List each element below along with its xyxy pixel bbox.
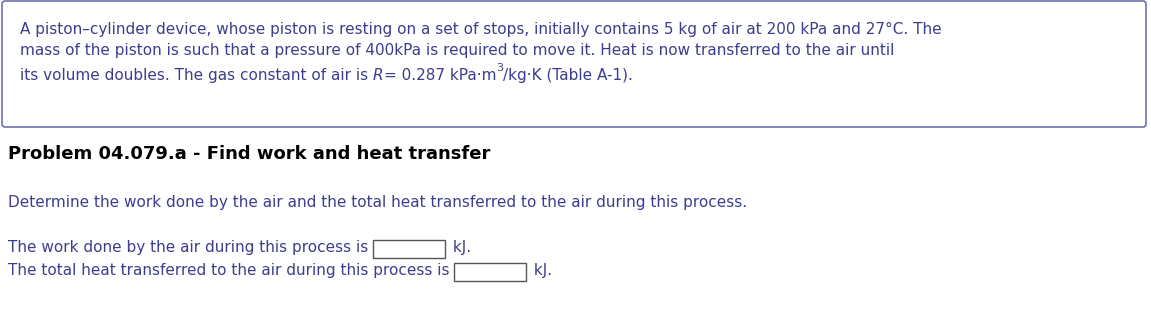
Text: 3: 3: [496, 63, 503, 73]
Bar: [455, 263, 526, 281]
Text: kJ.: kJ.: [448, 240, 471, 255]
Text: R: R: [373, 68, 383, 83]
Text: /kg·K (Table A-1).: /kg·K (Table A-1).: [503, 68, 633, 83]
Text: A piston–cylinder device, whose piston is resting on a set of stops, initially c: A piston–cylinder device, whose piston i…: [20, 22, 942, 37]
Text: The total heat transferred to the air during this process is: The total heat transferred to the air du…: [8, 263, 455, 278]
Text: kJ.: kJ.: [529, 263, 552, 278]
Text: = 0.287 kPa·m: = 0.287 kPa·m: [383, 68, 496, 83]
Bar: [373, 240, 445, 258]
FancyBboxPatch shape: [2, 1, 1146, 127]
Text: mass of the piston is such that a pressure of 400kPa is required to move it. Hea: mass of the piston is such that a pressu…: [20, 43, 894, 58]
Text: Problem 04.079.a - Find work and heat transfer: Problem 04.079.a - Find work and heat tr…: [8, 145, 490, 163]
Text: its volume doubles. The gas constant of air is: its volume doubles. The gas constant of …: [20, 68, 373, 83]
Text: The work done by the air during this process is: The work done by the air during this pro…: [8, 240, 373, 255]
Text: Determine the work done by the air and the total heat transferred to the air dur: Determine the work done by the air and t…: [8, 195, 747, 210]
